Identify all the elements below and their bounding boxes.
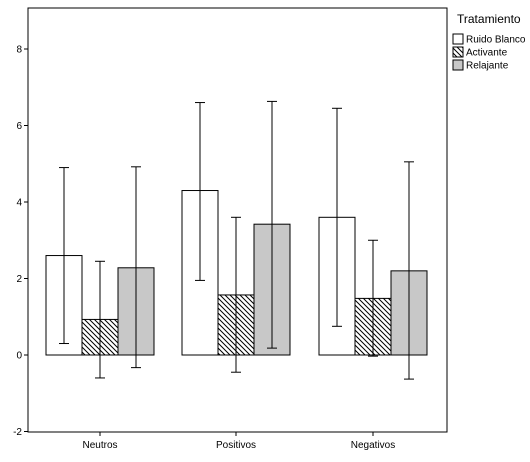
y-tick-label: 8 (16, 45, 22, 56)
y-tick-label: 2 (16, 274, 22, 285)
y-tick-label: 0 (16, 351, 22, 362)
legend-swatch-relajante (452, 59, 464, 71)
legend-label: Ruido Blanco (466, 35, 526, 46)
x-category-label: Negativos (351, 440, 395, 451)
legend-swatch-ruido-blanco (452, 33, 464, 45)
y-tick-label: -2 (13, 427, 22, 438)
legend-label: Activante (466, 48, 508, 59)
x-category-label: Positivos (216, 440, 256, 451)
legend-label: Relajante (466, 61, 509, 72)
y-tick-label: 6 (16, 121, 22, 132)
plot-frame (27, 7, 448, 433)
x-category-label: Neutros (82, 440, 117, 451)
legend-swatch-activante (452, 46, 464, 58)
legend-title: Tratamiento (457, 12, 521, 26)
y-tick-label: 4 (16, 198, 22, 209)
